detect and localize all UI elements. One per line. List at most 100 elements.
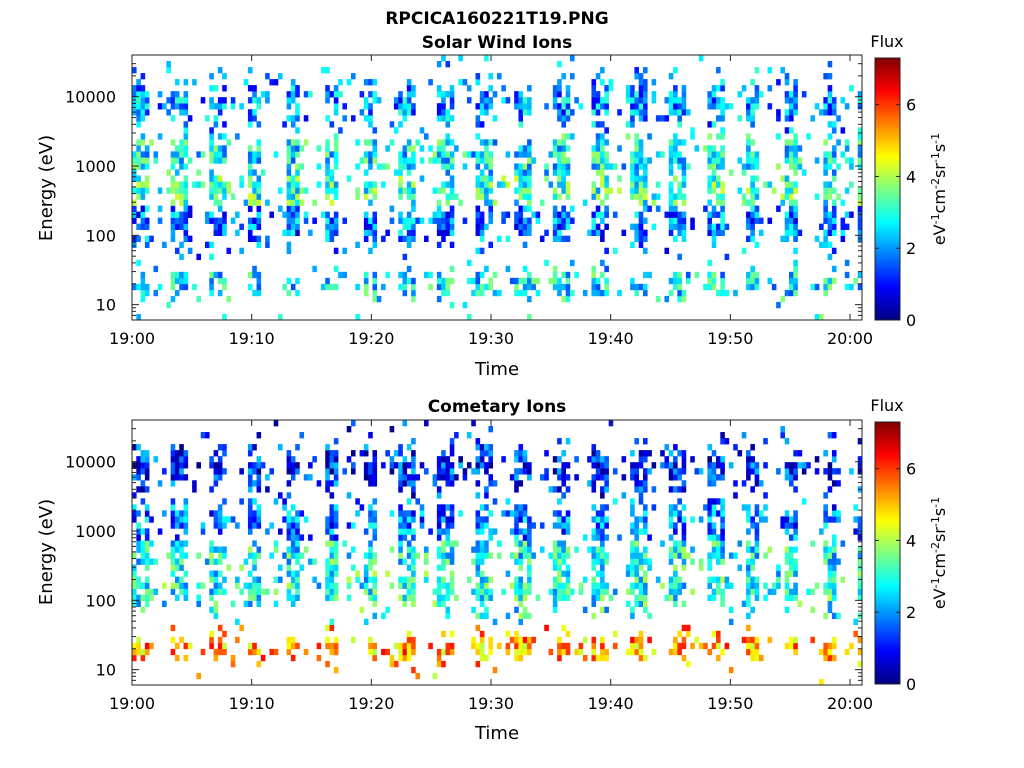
heatmap-cell (789, 145, 794, 152)
heatmap-cell (368, 187, 373, 194)
heatmap-cell (673, 271, 678, 279)
heatmap-cell (402, 468, 408, 475)
heatmap-cell (144, 217, 150, 224)
x-axis-label-solar-wind: Time (474, 359, 519, 380)
heatmap-cell (831, 594, 837, 601)
heatmap-cell (630, 151, 635, 158)
heatmap-cell (346, 522, 352, 529)
heatmap-cell (372, 534, 378, 541)
heatmap-cell (591, 576, 597, 583)
heatmap-cell (677, 229, 682, 236)
heatmap-cell (660, 540, 665, 547)
heatmap-cell (625, 564, 631, 571)
heatmap-cell (849, 468, 854, 475)
heatmap-cell (402, 223, 408, 230)
heatmap-cell (252, 181, 257, 188)
heatmap-cell (226, 564, 232, 571)
heatmap-cell (574, 474, 579, 481)
heatmap-cell (325, 588, 330, 595)
heatmap-cell (132, 157, 137, 164)
heatmap-cell (685, 109, 691, 116)
heatmap-cell (720, 522, 725, 529)
heatmap-cell (329, 546, 335, 553)
heatmap-cell (368, 648, 373, 656)
heatmap-cell (252, 289, 257, 297)
heatmap-cell (132, 492, 137, 499)
heatmap-cell (170, 516, 176, 523)
heatmap-cell (196, 552, 201, 559)
heatmap-cell (514, 480, 519, 487)
heatmap-cell (638, 187, 644, 194)
heatmap-cell (372, 612, 378, 620)
heatmap-cell (595, 187, 601, 194)
heatmap-cell (196, 253, 201, 261)
heatmap-cell (475, 229, 481, 236)
heatmap-cell (286, 115, 292, 122)
heatmap-cell (329, 187, 335, 194)
heatmap-cell (857, 187, 863, 194)
heatmap-cell (398, 468, 403, 475)
heatmap-cell (763, 504, 768, 511)
heatmap-cell (591, 600, 597, 607)
heatmap-cell (578, 648, 584, 656)
heatmap-cell (561, 169, 566, 176)
heatmap-cell (488, 576, 493, 583)
heatmap-cell (750, 109, 755, 116)
heatmap-cell (681, 169, 687, 176)
heatmap-cell (831, 97, 837, 104)
heatmap-cell (144, 504, 150, 511)
heatmap-cell (192, 181, 197, 188)
heatmap-cell (600, 552, 605, 559)
colorbar-solar-wind (874, 57, 901, 321)
heatmap-cell (149, 642, 154, 650)
heatmap-cell (303, 217, 309, 224)
heatmap-cell (741, 199, 747, 206)
heatmap-cell (256, 181, 262, 188)
heatmap-cell (247, 552, 253, 559)
heatmap-cell (290, 175, 296, 182)
heatmap-cell (509, 582, 515, 589)
heatmap-cell (153, 157, 159, 164)
heatmap-cell (746, 564, 751, 571)
heatmap-cell (333, 283, 339, 291)
heatmap-cell (325, 486, 330, 493)
heatmap-cell (720, 133, 725, 140)
heatmap-cell (630, 498, 635, 505)
heatmap-cell (557, 546, 562, 553)
heatmap-cell (488, 181, 493, 188)
heatmap-cell (707, 97, 712, 104)
heatmap-cell (325, 558, 330, 565)
heatmap-cell (441, 103, 446, 110)
heatmap-cell (475, 283, 481, 291)
heatmap-cell (497, 73, 502, 80)
heatmap-cell (247, 648, 253, 656)
heatmap-cell (720, 115, 725, 122)
heatmap-cell (428, 283, 433, 291)
heatmap-cell (179, 199, 184, 206)
heatmap-cell (445, 462, 451, 469)
heatmap-cell (673, 223, 678, 230)
heatmap-cell (634, 576, 639, 583)
heatmap-cell (222, 73, 227, 80)
heatmap-cell (643, 570, 648, 577)
heatmap-cell (518, 618, 524, 626)
heatmap-cell (479, 289, 485, 297)
heatmap-cell (630, 91, 635, 98)
heatmap-cell (256, 588, 262, 595)
heatmap-cell (286, 277, 292, 285)
heatmap-cell (235, 229, 240, 236)
heatmap-cell (522, 648, 528, 656)
heatmap-cell (149, 235, 154, 242)
heatmap-cell (170, 552, 176, 559)
heatmap-cell (750, 648, 755, 656)
heatmap-cell (552, 564, 558, 571)
heatmap-cell (630, 582, 635, 589)
heatmap-cell (278, 313, 283, 321)
heatmap-cell (831, 558, 837, 565)
heatmap-cell (617, 109, 622, 116)
heatmap-cell (630, 193, 635, 200)
heatmap-cell (621, 163, 627, 170)
heatmap-cell (776, 79, 781, 86)
heatmap-cell (707, 534, 712, 541)
heatmap-cell (183, 474, 189, 481)
